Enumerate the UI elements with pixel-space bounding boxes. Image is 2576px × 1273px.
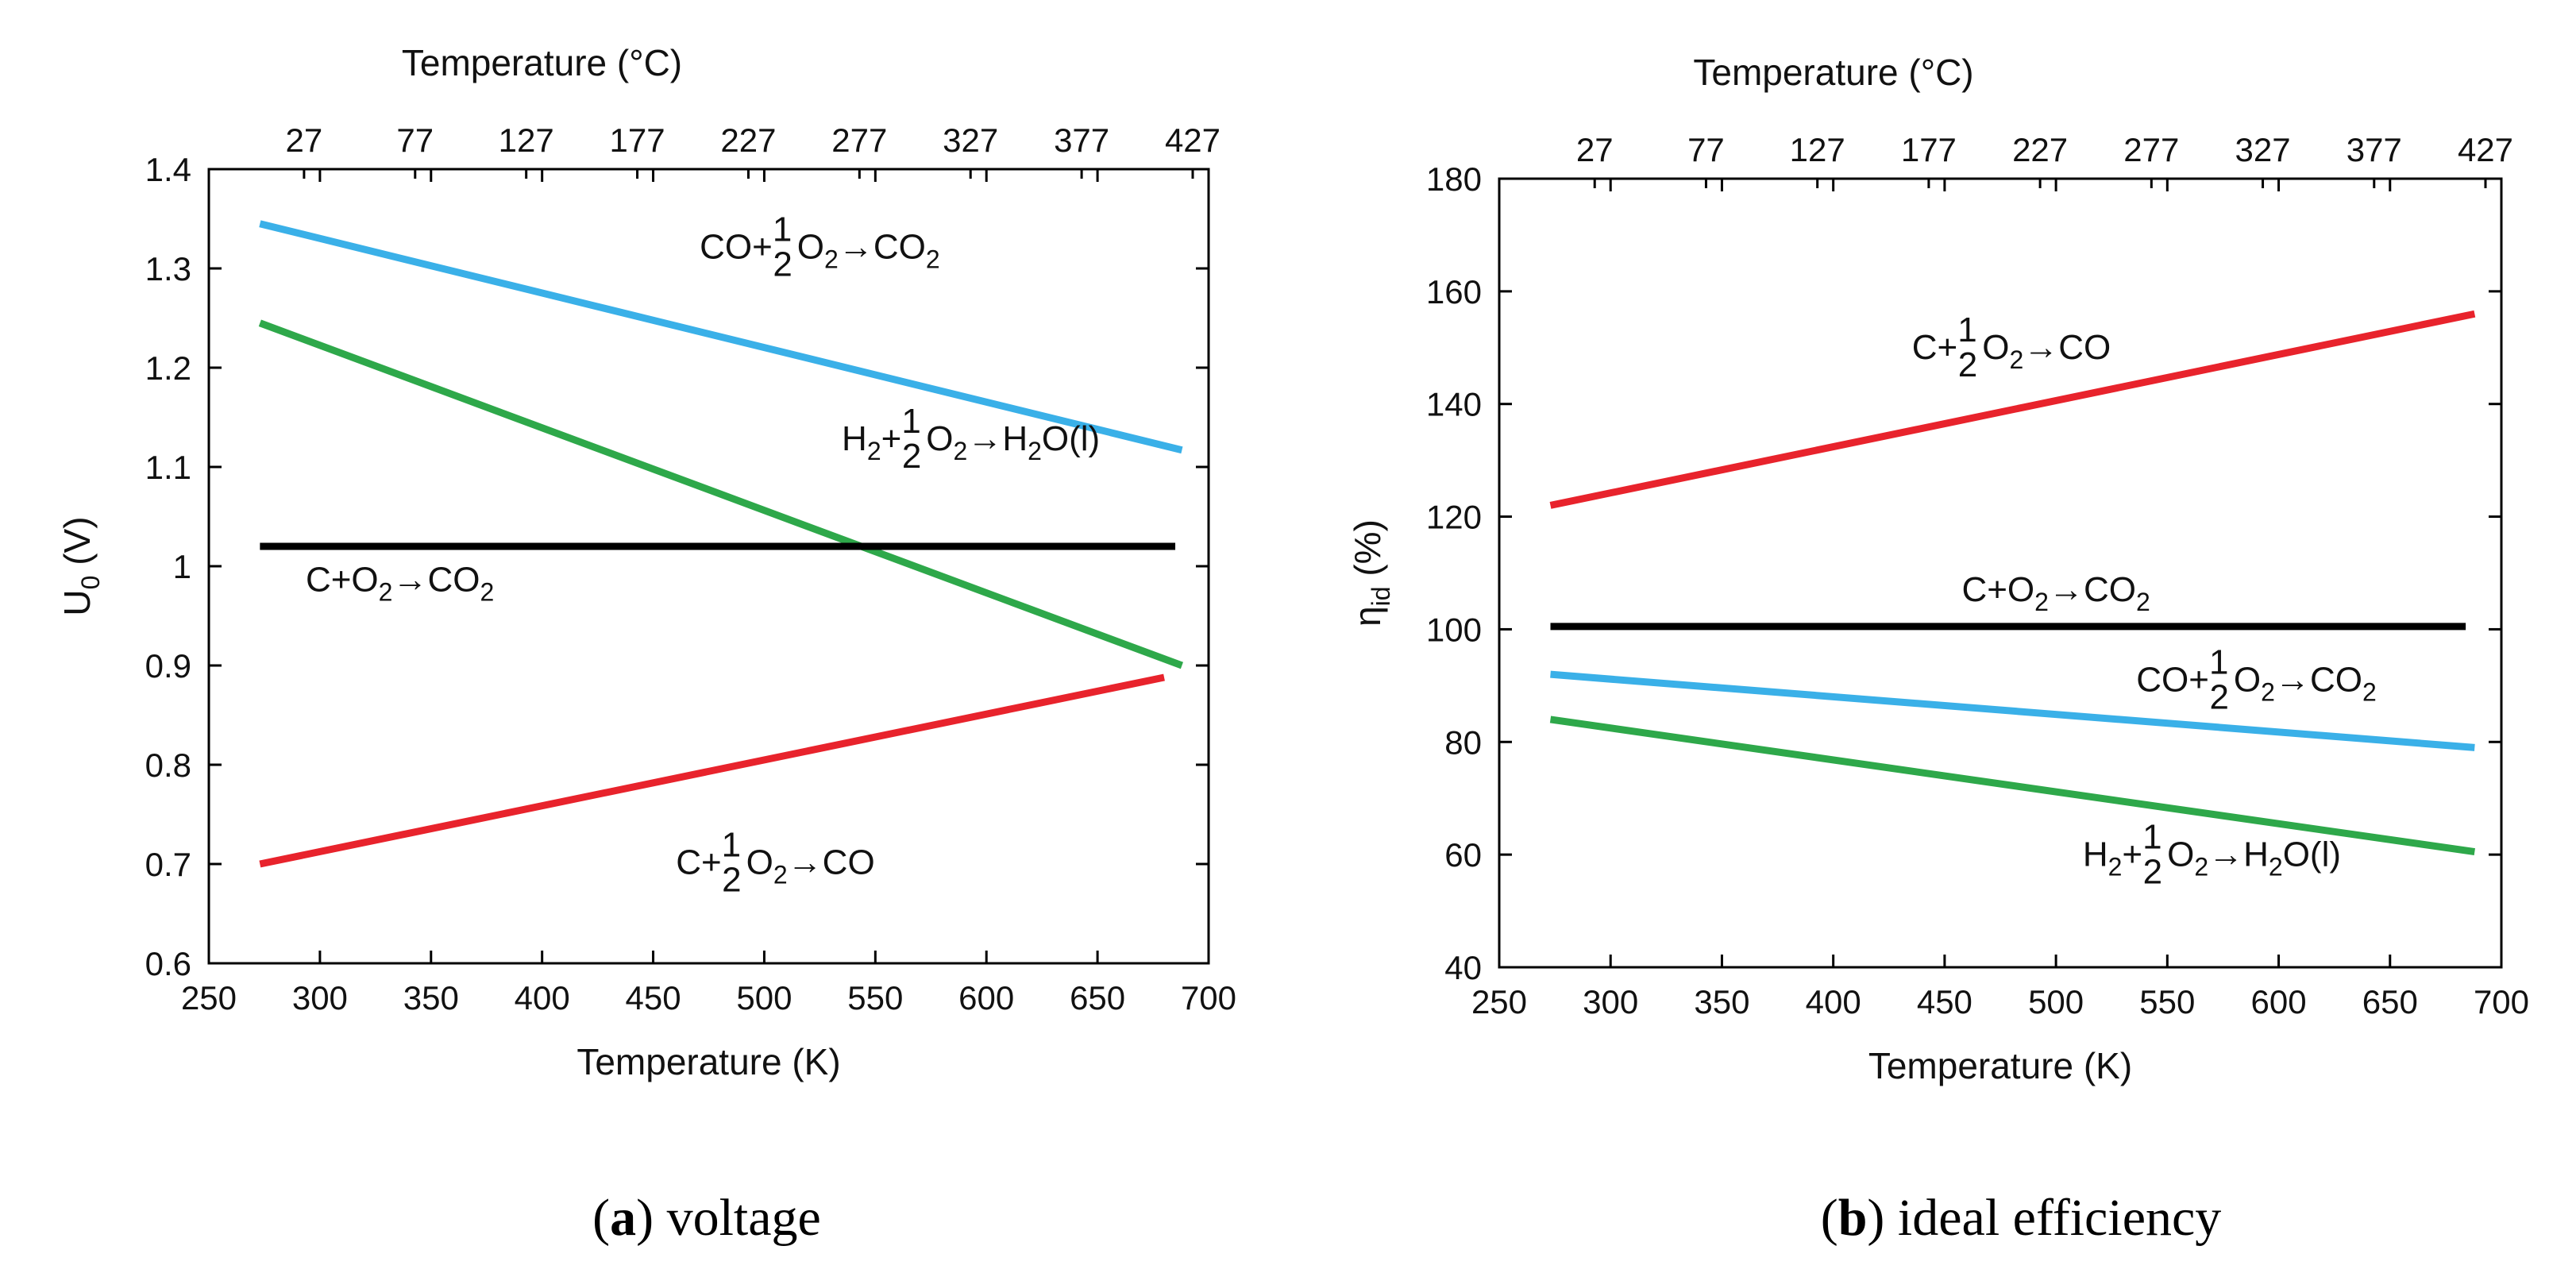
series-annotation: C+O2→CO2 <box>1961 570 2150 616</box>
x-tick-label: 500 <box>2028 983 2084 1020</box>
x-tick-label: 250 <box>1471 983 1527 1020</box>
x-tick-label: 450 <box>626 979 681 1016</box>
x2-axis-title: Temperature (°C) <box>402 42 682 83</box>
x-axis-title: Temperature (K) <box>577 1041 840 1082</box>
x-axis-title: Temperature (K) <box>1868 1045 2132 1086</box>
x2-tick-label: 77 <box>1687 131 1725 168</box>
x2-tick-label: 427 <box>2458 131 2513 168</box>
series-annotation: CO+1 2 O2→CO2 <box>2136 642 2377 716</box>
series-annotation: C+1 2 O2→CO <box>676 826 874 900</box>
y-tick-label: 180 <box>1426 160 1482 198</box>
series-line <box>1549 310 2476 509</box>
x-tick-label: 650 <box>1070 979 1125 1016</box>
x-tick-label: 700 <box>2474 983 2529 1020</box>
series-line <box>259 673 1165 868</box>
x-tick-label: 550 <box>2139 983 2195 1020</box>
x2-tick-label: 227 <box>720 122 776 159</box>
x-tick-label: 500 <box>736 979 792 1016</box>
x2-tick-label: 377 <box>2347 131 2402 168</box>
x2-tick-label: 277 <box>831 122 887 159</box>
x2-tick-label: 77 <box>396 122 434 159</box>
y-tick-label: 100 <box>1426 611 1482 648</box>
series-annotation: H2+1 2 O2→H2O(l) <box>842 402 1100 476</box>
y-tick-label: 1.1 <box>145 449 191 486</box>
chart-b: 250 300 350 400 450 500 550 600 650 700 40 60 80 100 1… <box>1347 52 2529 1086</box>
y-tick-label: 0.9 <box>145 647 191 685</box>
x2-tick-label: 227 <box>2012 131 2068 168</box>
x2-tick-label: 177 <box>610 122 665 159</box>
y-axis-title: ηid (%) <box>1347 519 1395 627</box>
y-tick-label: 0.7 <box>145 846 191 883</box>
caption-a: (a) voltage <box>592 1189 821 1247</box>
x2-tick-label: 27 <box>1576 131 1614 168</box>
plot-frame <box>1498 177 2503 969</box>
x-tick-label: 250 <box>181 979 237 1016</box>
x-tick-label: 300 <box>292 979 348 1016</box>
x-tick-label: 400 <box>515 979 570 1016</box>
x2-tick-label: 27 <box>286 122 323 159</box>
y-tick-label: 1.2 <box>145 349 191 387</box>
x2-tick-label: 327 <box>943 122 998 159</box>
y-tick-label: 140 <box>1426 386 1482 423</box>
y-tick-label: 1 <box>173 548 191 585</box>
x2-tick-label: 277 <box>2123 131 2179 168</box>
series-line <box>258 319 1183 669</box>
series-annotation: CO+1 2 O2→CO2 <box>700 210 940 284</box>
series-annotation: C+1 2 O2→CO <box>1912 311 2111 384</box>
x-tick-label: 550 <box>847 979 903 1016</box>
x-tick-label: 700 <box>1181 979 1236 1016</box>
x2-tick-label: 327 <box>2235 131 2291 168</box>
y-tick-label: 80 <box>1444 723 1482 761</box>
y-axis-title: U0 (V) <box>56 516 105 615</box>
series-line <box>1550 670 2475 751</box>
x2-tick-label: 427 <box>1165 122 1221 159</box>
x2-tick-label: 177 <box>1901 131 1957 168</box>
y-tick-label: 1.4 <box>145 151 191 188</box>
y-tick-label: 120 <box>1426 499 1482 536</box>
x-tick-label: 600 <box>958 979 1014 1016</box>
x-tick-label: 350 <box>403 979 459 1016</box>
series-annotation: H2+1 2 O2→H2O(l) <box>2083 817 2341 891</box>
y-tick-label: 60 <box>1444 836 1482 874</box>
y-tick-label: 160 <box>1426 273 1482 311</box>
x-tick-label: 600 <box>2251 983 2307 1020</box>
caption-b: (b) ideal efficiency <box>1821 1189 2222 1247</box>
x-tick-label: 450 <box>1917 983 1972 1020</box>
series-line <box>1549 716 2475 856</box>
y-tick-label: 0.6 <box>145 945 191 982</box>
y-tick-label: 1.3 <box>145 250 191 287</box>
x2-tick-label: 127 <box>499 122 554 159</box>
x-tick-label: 300 <box>1583 983 1638 1020</box>
x2-tick-label: 127 <box>1790 131 1845 168</box>
x-tick-label: 400 <box>1806 983 1861 1020</box>
series-annotation: C+O2→CO2 <box>306 560 494 606</box>
y-tick-label: 40 <box>1444 949 1482 986</box>
chart-a: 250 300 350 400 450 500 550 600 650 700 0.6 0.7 0.8 0… <box>56 42 1236 1082</box>
x-tick-label: 650 <box>2362 983 2418 1020</box>
x2-tick-label: 377 <box>1054 122 1109 159</box>
series-line <box>259 220 1183 454</box>
y-tick-label: 0.8 <box>145 746 191 784</box>
x2-axis-title: Temperature (°C) <box>1693 52 1973 93</box>
x-tick-label: 350 <box>1694 983 1749 1020</box>
